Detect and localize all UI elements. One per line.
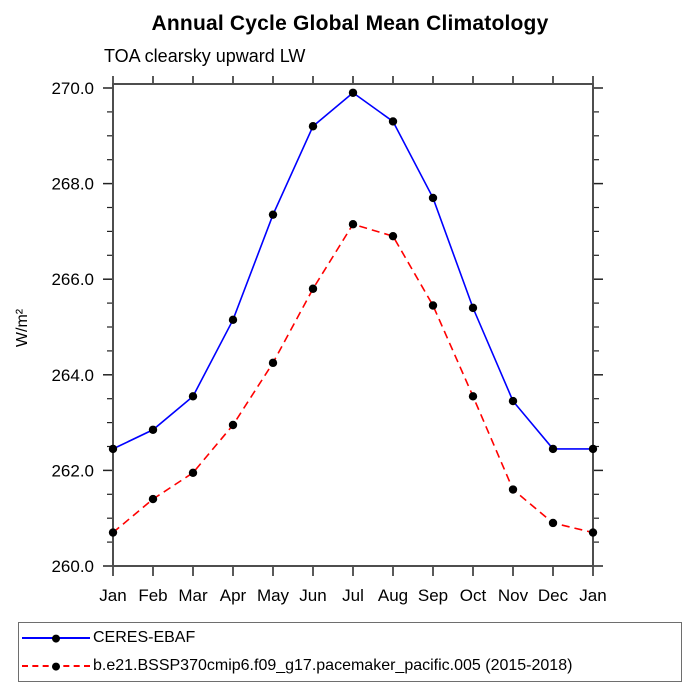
legend-marker-dot <box>52 662 60 671</box>
chart-title: Annual Cycle Global Mean Climatology <box>151 12 549 35</box>
legend-item-ceres-ebaf: CERES-EBAF <box>19 625 681 651</box>
svg-text:Jan: Jan <box>99 586 126 605</box>
svg-text:Nov: Nov <box>498 586 529 605</box>
legend-line-dashed-red <box>22 662 90 671</box>
svg-text:264.0: 264.0 <box>51 366 94 385</box>
svg-text:268.0: 268.0 <box>51 175 94 194</box>
legend-label-model-run: b.e21.BSSP370cmip6.f09_g17.pacemaker_pac… <box>93 657 573 674</box>
legend-line-solid-blue <box>22 634 90 643</box>
legend-item-model-run: b.e21.BSSP370cmip6.f09_g17.pacemaker_pac… <box>19 653 681 679</box>
svg-text:Apr: Apr <box>220 586 247 605</box>
svg-text:Jan: Jan <box>579 586 606 605</box>
svg-text:Mar: Mar <box>178 586 208 605</box>
legend-label-ceres-ebaf: CERES-EBAF <box>93 629 196 646</box>
svg-text:Jul: Jul <box>342 586 364 605</box>
svg-text:Oct: Oct <box>460 586 487 605</box>
svg-text:Dec: Dec <box>538 586 569 605</box>
legend-marker-dot <box>52 634 60 643</box>
svg-text:Sep: Sep <box>418 586 448 605</box>
svg-text:Feb: Feb <box>138 586 167 605</box>
svg-text:270.0: 270.0 <box>51 79 94 98</box>
svg-text:260.0: 260.0 <box>51 557 94 576</box>
svg-text:May: May <box>257 586 290 605</box>
svg-text:266.0: 266.0 <box>51 270 94 289</box>
svg-text:Jun: Jun <box>299 586 326 605</box>
svg-text:Aug: Aug <box>378 586 408 605</box>
chart-subtitle: TOA clearsky upward LW <box>104 46 306 66</box>
svg-text:262.0: 262.0 <box>51 461 94 480</box>
legend-box: CERES-EBAF b.e21.BSSP370cmip6.f09_g17.pa… <box>18 622 682 682</box>
